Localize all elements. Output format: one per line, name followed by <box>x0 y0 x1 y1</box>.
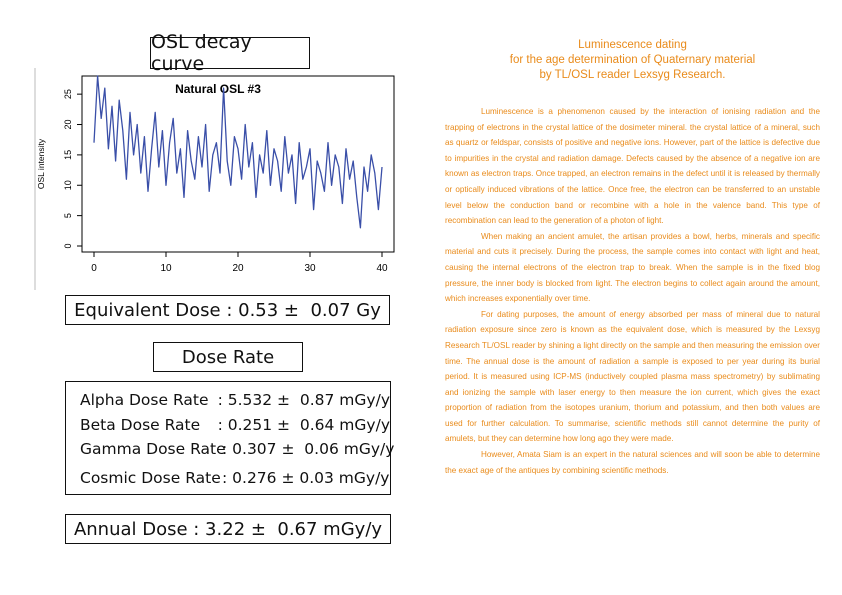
dose-rate-row-gamma: Gamma Dose Rate : 0.307 ± 0.06 mGy/y <box>80 437 394 462</box>
x-tick-label: 20 <box>232 263 244 274</box>
osl-series-line <box>93 75 383 229</box>
dose-rate-label: Gamma Dose Rate <box>80 440 226 459</box>
y-tick-label: 25 <box>63 89 73 99</box>
article-paragraph: Luminescence is a phenomenon caused by t… <box>445 107 820 226</box>
annual-dose-text: Annual Dose : 3.22 ± 0.67 mGy/y <box>73 518 383 540</box>
dose-rate-value: : 0.276 ± 0.03 mGy/y <box>222 468 390 487</box>
article-paragraph: However, Amata Siam is an expert in the … <box>445 450 820 475</box>
osl-decay-chart: Natural OSL #3 OSL intensity 0 5 10 15 20 25 0 10… <box>34 68 395 290</box>
dose-rate-value: : 0.307 ± 0.06 mGy/y <box>222 440 395 459</box>
osl-curve-title-text: OSL decay curve <box>151 31 252 75</box>
annual-dose-box: Annual Dose : 3.22 ± 0.67 mGy/y <box>65 514 391 544</box>
equivalent-dose-box: Equivalent Dose : 0.53 ± 0.07 Gy <box>65 295 390 325</box>
dose-rate-row-cosmic: Cosmic Dose Rate : 0.276 ± 0.03 mGy/y <box>80 466 390 491</box>
article-title: Luminescence dating for the age determin… <box>445 38 820 83</box>
dose-rate-label: Cosmic Dose Rate <box>80 468 221 487</box>
article-title-line: Luminescence dating <box>578 39 687 51</box>
dose-rate-row-beta: Beta Dose Rate : 0.251 ± 0.64 mGy/y <box>80 413 390 438</box>
y-axis-label: OSL intensity <box>36 138 46 189</box>
y-tick-label: 10 <box>63 180 73 190</box>
dose-rate-table: Alpha Dose Rate : 5.532 ± 0.87 mGy/y Bet… <box>65 381 394 495</box>
article-title-line: by TL/OSL reader Lexsyg Research. <box>539 69 726 81</box>
y-tick-label: 20 <box>63 120 73 130</box>
article-paragraph: When making an ancient amulet, the artis… <box>445 231 820 304</box>
y-tick-label: 15 <box>63 150 73 160</box>
x-tick-label: 0 <box>91 263 97 274</box>
equivalent-dose-text: Equivalent Dose : 0.53 ± 0.07 Gy <box>74 299 381 321</box>
y-tick-label: 0 <box>63 243 73 248</box>
dose-rate-title: Dose Rate <box>153 342 303 372</box>
dose-rate-row-alpha: Alpha Dose Rate : 5.532 ± 0.87 mGy/y <box>80 388 390 413</box>
dose-rate-label: Alpha Dose Rate <box>80 391 209 410</box>
x-tick-label: 40 <box>376 263 388 274</box>
chart-title: Natural OSL #3 <box>175 82 261 96</box>
osl-curve-title: OSL decay curve <box>150 31 310 75</box>
x-tick-label: 30 <box>304 263 316 274</box>
article: Luminescence dating for the age determin… <box>445 38 820 478</box>
dose-rate-label: Beta Dose Rate <box>80 415 201 434</box>
x-tick-label: 10 <box>160 263 172 274</box>
article-title-line: for the age determination of Quaternary … <box>509 54 756 66</box>
article-paragraph: For dating purposes, the amount of energ… <box>445 309 820 444</box>
y-tick-label: 5 <box>63 213 73 218</box>
dose-rate-value: : 0.251 ± 0.64 mGy/y <box>217 415 390 434</box>
dose-rate-title-text: Dose Rate <box>181 346 275 368</box>
dose-rate-value: : 5.532 ± 0.87 mGy/y <box>217 391 390 410</box>
